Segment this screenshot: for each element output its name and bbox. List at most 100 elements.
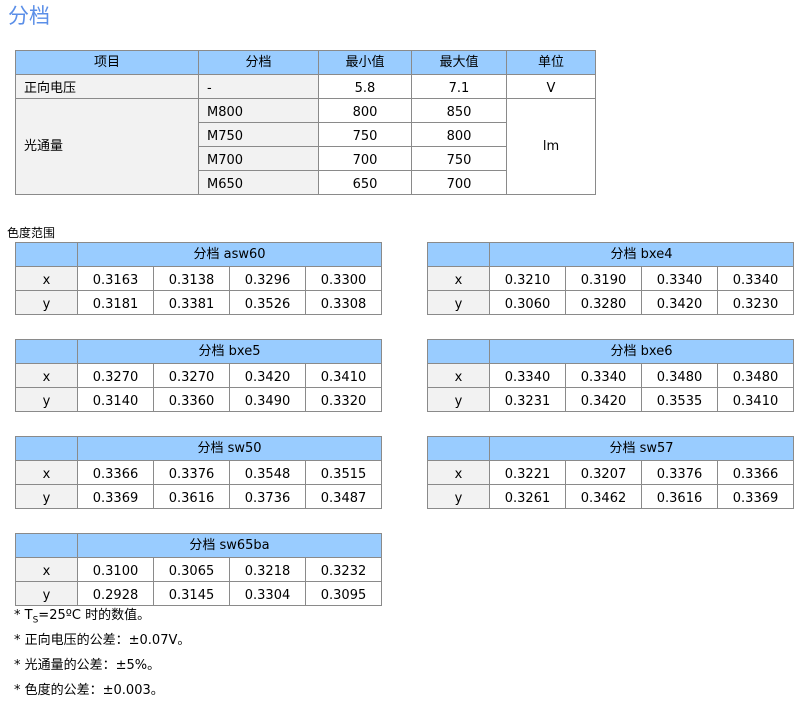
max-cell: 800 — [411, 122, 507, 147]
coord-value: 0.3300 — [304, 266, 383, 291]
coord-value: 0.3420 — [229, 363, 306, 388]
coord-value: 0.3376 — [153, 460, 230, 485]
coord-value: 0.3207 — [565, 460, 642, 485]
chroma-bin-title: 分档 sw57 — [488, 436, 795, 461]
coord-value: 0.3210 — [489, 266, 566, 291]
coord-value: 0.3410 — [304, 363, 383, 388]
bin-cell: M700 — [198, 146, 319, 171]
note-text: * T — [14, 608, 33, 623]
coord-value: 0.3369 — [716, 484, 795, 509]
chroma-bin-title: 分档 asw60 — [76, 242, 383, 267]
coord-label: x — [15, 266, 78, 291]
coord-value: 0.3515 — [304, 460, 383, 485]
min-cell: 650 — [318, 170, 412, 195]
chroma-table: 分档 bxe4 x 0.3210 0.3190 0.3340 0.3340 y 0.3060 0… — [427, 242, 795, 315]
chroma-bin-title: 分档 bxe6 — [488, 339, 795, 364]
table-row: 正向电压 - 5.8 7.1 V — [15, 74, 596, 99]
header-cell: 项目 — [15, 50, 199, 75]
chroma-header-row: 分档 sw57 — [427, 436, 795, 461]
coord-value: 0.3190 — [565, 266, 642, 291]
chroma-bin-title: 分档 sw50 — [76, 436, 383, 461]
table-row: M700 700 750 — [16, 146, 596, 171]
chroma-table: 分档 bxe5 x 0.3270 0.3270 0.3420 0.3410 y 0.3140 0… — [15, 339, 383, 412]
min-cell: 700 — [318, 146, 412, 171]
coord-value: 0.3140 — [77, 387, 154, 412]
coord-label: y — [15, 484, 78, 509]
header-cell: 最大值 — [411, 50, 507, 75]
note: * 色度的公差：±0.003。 — [14, 683, 164, 698]
coord-value: 0.3616 — [641, 484, 718, 509]
header-cell: 单位 — [506, 50, 596, 75]
coord-value: 0.3480 — [641, 363, 718, 388]
coord-label: y — [15, 581, 78, 606]
coord-value: 0.3138 — [153, 266, 230, 291]
blank-cell — [15, 242, 78, 267]
coord-value: 0.3548 — [229, 460, 306, 485]
coord-label: x — [15, 557, 78, 582]
max-cell: 7.1 — [411, 74, 507, 99]
item-label: 正向电压 — [15, 74, 199, 99]
coord-value: 0.3340 — [641, 266, 718, 291]
coord-value: 0.3462 — [565, 484, 642, 509]
coord-value: 0.3230 — [716, 290, 795, 315]
table-row: M750 750 800 — [16, 122, 596, 147]
chroma-row-x: x 0.3340 0.3340 0.3480 0.3480 — [427, 363, 795, 388]
chroma-header-row: 分档 bxe5 — [15, 339, 383, 364]
chroma-table: 分档 bxe6 x 0.3340 0.3340 0.3480 0.3480 y 0.3231 0… — [427, 339, 795, 412]
coord-value: 0.3232 — [305, 557, 382, 582]
coord-value: 0.2928 — [77, 581, 154, 606]
note: * TS=25ºC 时的数值。 — [14, 606, 190, 631]
coord-value: 0.3366 — [77, 460, 154, 485]
chroma-row-x: x 0.3270 0.3270 0.3420 0.3410 — [15, 363, 383, 388]
coord-value: 0.3231 — [489, 387, 566, 412]
coord-label: x — [15, 363, 78, 388]
notes: * TS=25ºC 时的数值。 * 正向电压的公差：±0.07V。 * 光通量的… — [14, 606, 190, 706]
coord-value: 0.3340 — [716, 266, 795, 291]
coord-value: 0.3320 — [304, 387, 383, 412]
chroma-row-x: x 0.3100 0.3065 0.3218 0.3232 — [15, 557, 382, 582]
coord-value: 0.3480 — [716, 363, 795, 388]
bin-cell: M800 — [198, 98, 319, 123]
max-cell: 700 — [411, 170, 507, 195]
coord-value: 0.3100 — [77, 557, 154, 582]
bin-cell: - — [198, 74, 319, 99]
coord-value: 0.3360 — [153, 387, 230, 412]
chroma-row-y: y 0.3060 0.3280 0.3420 0.3230 — [427, 290, 795, 315]
coord-value: 0.3526 — [229, 290, 306, 315]
chroma-bin-title: 分档 sw65ba — [77, 533, 382, 558]
blank-cell — [15, 533, 78, 558]
coord-value: 0.3218 — [229, 557, 306, 582]
coord-value: 0.3366 — [716, 460, 795, 485]
coord-label: y — [427, 484, 490, 509]
coord-value: 0.3095 — [305, 581, 382, 606]
coord-value: 0.3490 — [229, 387, 306, 412]
coord-value: 0.3304 — [229, 581, 306, 606]
chroma-row-x: x 0.3210 0.3190 0.3340 0.3340 — [427, 266, 795, 291]
bin-table: 项目 分档 最小值 最大值 单位 正向电压 - 5.8 7.1 V 光通量 M8… — [15, 50, 596, 195]
coord-value: 0.3296 — [229, 266, 306, 291]
min-cell: 5.8 — [318, 74, 412, 99]
coord-value: 0.3535 — [641, 387, 718, 412]
coord-label: x — [427, 266, 490, 291]
coord-value: 0.3369 — [77, 484, 154, 509]
coord-label: y — [15, 387, 78, 412]
chroma-row-y: y 0.3181 0.3381 0.3526 0.3308 — [15, 290, 383, 315]
unit-cell: lm — [506, 98, 596, 195]
coord-value: 0.3410 — [716, 387, 795, 412]
coord-value: 0.3340 — [489, 363, 566, 388]
coord-label: x — [427, 460, 490, 485]
chroma-table: 分档 sw65ba x 0.3100 0.3065 0.3218 0.3232 y 0.292… — [15, 533, 382, 606]
header-cell: 分档 — [198, 50, 319, 75]
chroma-header-row: 分档 sw50 — [15, 436, 383, 461]
coord-label: x — [15, 460, 78, 485]
header-cell: 最小值 — [318, 50, 412, 75]
coord-label: y — [427, 290, 490, 315]
coord-value: 0.3270 — [77, 363, 154, 388]
chroma-header-row: 分档 asw60 — [15, 242, 383, 267]
chroma-row-y: y 0.3140 0.3360 0.3490 0.3320 — [15, 387, 383, 412]
coord-value: 0.3145 — [153, 581, 230, 606]
chroma-row-y: y 0.3261 0.3462 0.3616 0.3369 — [427, 484, 795, 509]
bin-cell: M650 — [198, 170, 319, 195]
chroma-section-title: 色度范围 — [7, 226, 56, 240]
chroma-bin-title: 分档 bxe4 — [488, 242, 795, 267]
